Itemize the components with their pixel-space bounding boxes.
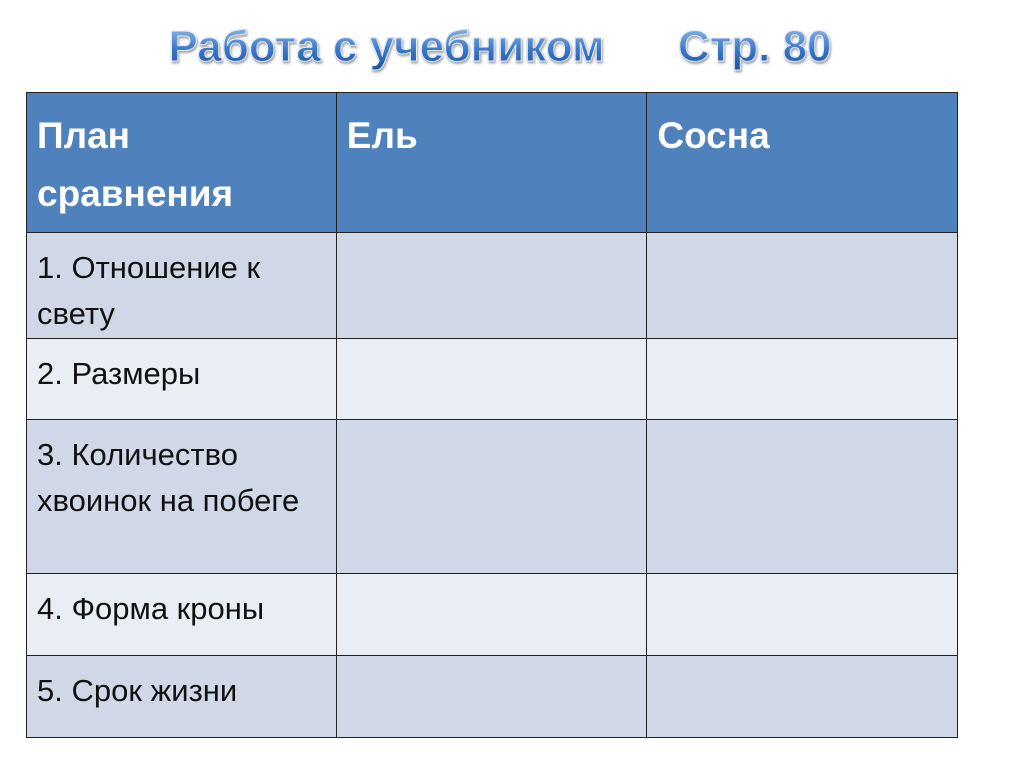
header-cell: Ель bbox=[335, 92, 648, 233]
table-cell bbox=[646, 338, 958, 420]
table-row: 5. Срок жизни bbox=[26, 655, 958, 738]
table-cell bbox=[335, 232, 648, 339]
table-cell: 3. Количество хвоинок на побеге bbox=[26, 419, 337, 574]
header-cell: План сравнения bbox=[26, 92, 337, 233]
table-cell bbox=[335, 655, 648, 738]
table-row: 2. Размеры bbox=[26, 338, 958, 420]
table-cell bbox=[646, 655, 958, 738]
table-cell bbox=[646, 573, 958, 656]
table-header-row: План сравнения Ель Сосна bbox=[26, 92, 958, 233]
table-row: 1. Отношение к свету bbox=[26, 232, 958, 339]
table-cell: 2. Размеры bbox=[26, 338, 337, 420]
table-cell: 5. Срок жизни bbox=[26, 655, 337, 738]
table-cell bbox=[646, 419, 958, 574]
table-cell bbox=[335, 338, 648, 420]
table-cell: 1. Отношение к свету bbox=[26, 232, 337, 339]
table-cell bbox=[335, 419, 648, 574]
table-row: 3. Количество хвоинок на побеге bbox=[26, 419, 958, 574]
slide-title: Работа с учебником Стр. 80 bbox=[0, 22, 1000, 72]
header-cell: Сосна bbox=[646, 92, 958, 233]
comparison-table: План сравнения Ель Сосна 1. Отношение к … bbox=[26, 92, 958, 738]
table-cell bbox=[335, 573, 648, 656]
table-row: 4. Форма кроны bbox=[26, 573, 958, 656]
table-cell: 4. Форма кроны bbox=[26, 573, 337, 656]
table-cell bbox=[646, 232, 958, 339]
